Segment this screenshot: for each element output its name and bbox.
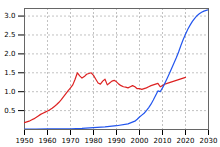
svg-text:1970: 1970 (62, 137, 80, 145)
svg-text:1.5: 1.5 (4, 69, 15, 77)
svg-text:2030: 2030 (200, 137, 218, 145)
svg-text:1990: 1990 (108, 137, 126, 145)
svg-text:2000: 2000 (131, 137, 149, 145)
svg-text:2010: 2010 (154, 137, 172, 145)
svg-text:1960: 1960 (39, 137, 57, 145)
svg-text:2.0: 2.0 (4, 50, 15, 58)
svg-text:1.0: 1.0 (4, 88, 15, 96)
svg-text:2.5: 2.5 (4, 31, 15, 39)
svg-text:0.5: 0.5 (4, 107, 15, 115)
svg-text:1980: 1980 (85, 137, 103, 145)
svg-text:3.0: 3.0 (4, 12, 15, 20)
svg-text:2020: 2020 (177, 137, 195, 145)
svg-text:1950: 1950 (16, 137, 34, 145)
